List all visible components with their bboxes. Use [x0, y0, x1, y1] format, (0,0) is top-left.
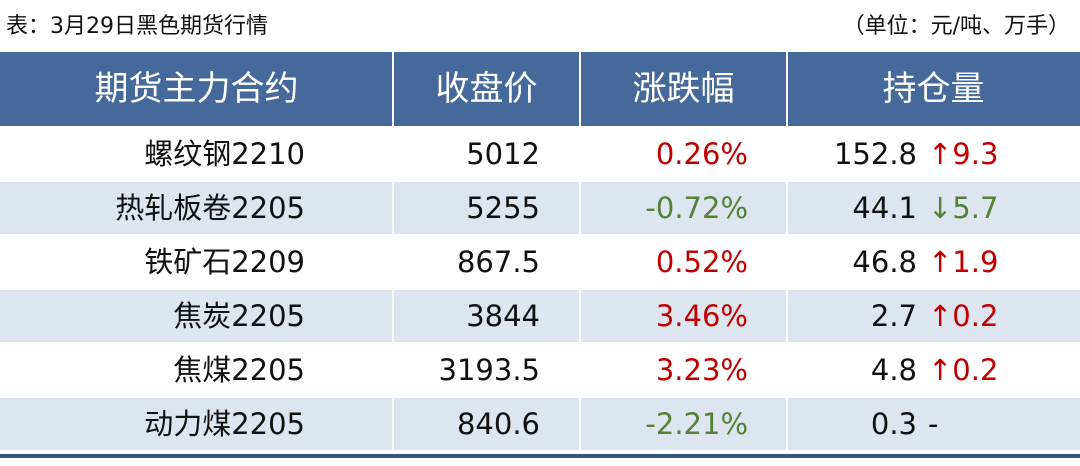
header-band	[0, 52, 1080, 126]
column-header: 持仓量	[882, 69, 985, 109]
table-row	[0, 236, 1080, 288]
contract-cell: 螺纹钢2210	[144, 137, 305, 171]
open-interest-cell: 2.7	[870, 299, 917, 333]
column-separator	[579, 52, 581, 454]
price-cell: 5012	[466, 137, 540, 171]
unit-note: （单位：元/吨、万手）	[842, 14, 1070, 39]
oi-change-cell: ↑9.3	[928, 137, 999, 171]
oi-change-cell: ↑1.9	[928, 245, 999, 279]
contract-cell: 动力煤2205	[144, 407, 305, 441]
table-row	[0, 182, 1080, 234]
table-row	[0, 344, 1080, 396]
change-pct-cell: -0.72%	[645, 191, 748, 225]
oi-change-cell: ↑0.2	[928, 353, 999, 387]
price-cell: 3193.5	[438, 353, 540, 387]
column-separator	[392, 52, 394, 454]
price-cell: 867.5	[456, 245, 540, 279]
table-row	[0, 398, 1080, 450]
column-separator	[786, 52, 788, 454]
bottom-rule	[0, 454, 1080, 458]
oi-change-cell: ↓5.7	[928, 191, 999, 225]
change-pct-cell: 0.52%	[655, 245, 748, 279]
oi-change-cell: -	[928, 407, 939, 441]
contract-cell: 焦炭2205	[173, 299, 305, 333]
change-pct-cell: 3.23%	[655, 353, 748, 387]
change-pct-cell: 3.46%	[655, 299, 748, 333]
open-interest-cell: 44.1	[852, 191, 917, 225]
column-header: 期货主力合约	[94, 69, 299, 109]
change-pct-cell: 0.26%	[655, 137, 748, 171]
price-cell: 5255	[466, 191, 540, 225]
open-interest-cell: 46.8	[852, 245, 917, 279]
open-interest-cell: 152.8	[833, 137, 917, 171]
column-header: 收盘价	[435, 69, 538, 109]
oi-change-cell: ↑0.2	[928, 299, 999, 333]
table-row	[0, 290, 1080, 342]
contract-cell: 焦煤2205	[173, 353, 305, 387]
column-header: 涨跌幅	[632, 69, 735, 109]
contract-cell: 热轧板卷2205	[115, 191, 305, 225]
price-cell: 840.6	[456, 407, 540, 441]
price-cell: 3844	[466, 299, 540, 333]
contract-cell: 铁矿石2209	[144, 245, 305, 279]
change-pct-cell: -2.21%	[645, 407, 748, 441]
table-row	[0, 128, 1080, 180]
table-title: 表：3月29日黑色期货行情	[6, 14, 268, 39]
open-interest-cell: 0.3	[870, 407, 917, 441]
open-interest-cell: 4.8	[870, 353, 917, 387]
